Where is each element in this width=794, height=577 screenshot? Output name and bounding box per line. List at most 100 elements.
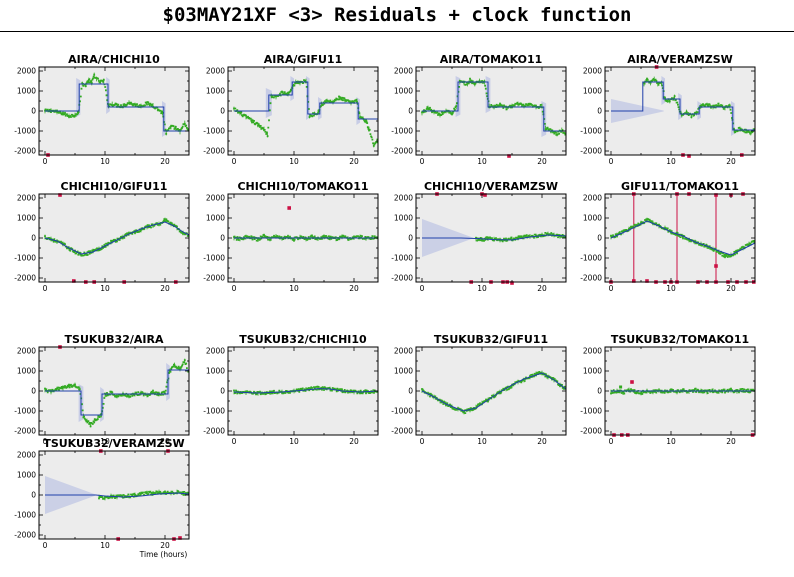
panel-aira-tomako11: AIRA/TOMAKO11 0 10 20 -2000 -1000 0 1000 2000: [391, 53, 567, 166]
panel-title: TSUKUB32/AIRA: [65, 333, 164, 346]
x-axis-label: Time (hours): [139, 550, 188, 559]
y-tick-label: 2000: [583, 67, 602, 76]
clock-model-line: [421, 372, 567, 412]
y-tick-label: -1000: [580, 407, 602, 416]
x-tick-label: 20: [160, 437, 170, 446]
x-tick-label: 0: [232, 284, 237, 293]
panel-chichi10-gifu11: CHICHI10/GIFU11 0 10 20 -2000 -1000 0 1000 2000: [14, 180, 190, 293]
outlier-point: [632, 279, 636, 283]
y-tick-label: -2000: [391, 147, 413, 156]
y-tick-label: 0: [597, 107, 602, 116]
outlier-point: [687, 154, 691, 158]
x-tick-label: 10: [477, 157, 487, 166]
y-tick-label: -2000: [203, 147, 225, 156]
x-tick-label: 20: [160, 541, 170, 550]
clock-model-line: [45, 492, 190, 498]
x-tick-label: 10: [289, 157, 299, 166]
y-tick-label: 1000: [583, 214, 602, 223]
outlier-point: [178, 536, 182, 540]
x-tick-label: 10: [100, 437, 110, 446]
y-tick-label: -1000: [391, 254, 413, 263]
y-tick-label: -2000: [580, 274, 602, 283]
y-tick-label: 0: [31, 387, 36, 396]
x-tick-label: 20: [726, 284, 736, 293]
panel-aira-gifu11: AIRA/GIFU11 0 10 20 -2000 -1000 0 1000 2000: [203, 53, 379, 166]
x-tick-label: 0: [420, 157, 425, 166]
clock-model-line: [611, 81, 755, 131]
y-tick-label: -2000: [203, 427, 225, 436]
panel-tsukub32-chichi10: TSUKUB32/CHICHI10 0 10 20 -2000 -1000 0 1000 200…: [203, 333, 379, 446]
y-tick-label: 2000: [17, 194, 36, 203]
clock-model-line: [44, 221, 190, 255]
y-tick-label: 2000: [17, 451, 36, 460]
clock-model-line: [45, 83, 189, 132]
y-tick-label: 0: [31, 234, 36, 243]
y-tick-label: 1000: [394, 214, 413, 223]
y-tick-label: 1000: [206, 214, 225, 223]
y-tick-label: -2000: [580, 427, 602, 436]
y-tick-label: 1000: [17, 87, 36, 96]
x-tick-label: 0: [232, 437, 237, 446]
y-tick-label: -1000: [391, 127, 413, 136]
y-tick-label: 0: [31, 491, 36, 500]
panel-title: GIFU11/TOMAKO11: [621, 180, 739, 193]
x-tick-label: 10: [100, 157, 110, 166]
x-tick-label: 10: [100, 541, 110, 550]
y-tick-label: 0: [408, 234, 413, 243]
y-tick-label: 2000: [583, 347, 602, 356]
y-tick-label: 0: [597, 387, 602, 396]
y-tick-label: 0: [408, 107, 413, 116]
y-tick-label: 2000: [206, 67, 225, 76]
panel-title: TSUKUB32/TOMAKO11: [611, 333, 749, 346]
panel-title: AIRA/TOMAKO11: [440, 53, 543, 66]
y-tick-label: -2000: [391, 427, 413, 436]
y-tick-label: -1000: [580, 254, 602, 263]
y-tick-label: -2000: [14, 147, 36, 156]
x-tick-label: 10: [289, 284, 299, 293]
outlier-point: [287, 206, 291, 210]
y-tick-label: 1000: [583, 367, 602, 376]
x-tick-label: 0: [609, 157, 614, 166]
y-tick-label: -1000: [391, 407, 413, 416]
y-tick-label: -2000: [580, 147, 602, 156]
y-tick-label: 1000: [17, 214, 36, 223]
y-tick-label: 1000: [394, 87, 413, 96]
x-tick-label: 20: [349, 284, 359, 293]
y-tick-label: 0: [31, 107, 36, 116]
y-tick-label: 2000: [206, 347, 225, 356]
outlier-point: [630, 380, 634, 384]
x-tick-label: 0: [609, 284, 614, 293]
y-tick-label: -1000: [14, 127, 36, 136]
panel-background: [416, 347, 566, 435]
panel-aira-veramzsw: AIRA/VERAMZSW 0 10 20 -2000 -1000 0 1000 2000: [580, 53, 756, 166]
y-tick-label: 0: [220, 107, 225, 116]
y-tick-label: -1000: [580, 127, 602, 136]
x-tick-label: 20: [349, 437, 359, 446]
x-tick-label: 20: [726, 437, 736, 446]
panel-tsukub32-gifu11: TSUKUB32/GIFU11 0 10 20 -2000 -1000 0 1000 2000: [391, 333, 567, 446]
outlier-point: [507, 154, 511, 158]
panel-title: AIRA/CHICHI10: [68, 53, 160, 66]
x-tick-label: 0: [420, 284, 425, 293]
x-tick-label: 20: [537, 157, 547, 166]
y-tick-label: 2000: [206, 194, 225, 203]
y-tick-label: -2000: [14, 427, 36, 436]
y-tick-label: 1000: [583, 87, 602, 96]
panel-aira-chichi10: AIRA/CHICHI10 0 10 20 -2000 -1000 0 1000 2000: [14, 53, 190, 166]
panel-title: CHICHI10/GIFU11: [61, 180, 168, 193]
panel-title: TSUKUB32/VERAMZSW: [43, 437, 184, 450]
x-tick-label: 0: [420, 437, 425, 446]
panel-title: AIRA/GIFU11: [264, 53, 342, 66]
panel-title: CHICHI10/VERAMZSW: [424, 180, 558, 193]
panel-tsukub32-aira: TSUKUB32/AIRA 0 10 20 -2000 -1000 0 1000 2000: [14, 333, 190, 446]
title-rule: [0, 31, 794, 32]
y-tick-label: -2000: [14, 274, 36, 283]
y-tick-label: 0: [220, 387, 225, 396]
y-tick-label: 1000: [394, 367, 413, 376]
x-tick-label: 10: [100, 284, 110, 293]
x-tick-label: 20: [349, 157, 359, 166]
y-tick-label: -2000: [391, 274, 413, 283]
y-tick-label: 2000: [583, 194, 602, 203]
